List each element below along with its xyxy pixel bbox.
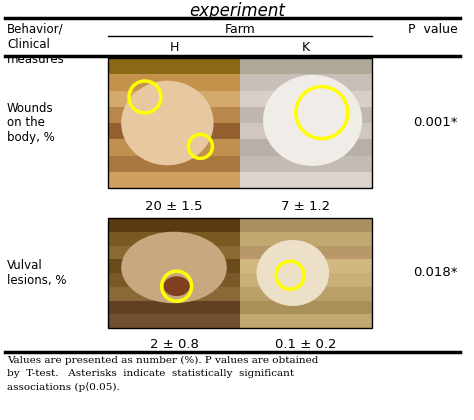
Bar bbox=[240, 123, 372, 139]
Bar bbox=[240, 314, 372, 328]
Bar bbox=[108, 232, 240, 246]
Bar bbox=[240, 58, 372, 74]
Bar bbox=[108, 90, 240, 107]
Ellipse shape bbox=[263, 75, 362, 166]
Text: 2 ± 0.8: 2 ± 0.8 bbox=[150, 338, 199, 351]
Text: associations (p⟨0.05).: associations (p⟨0.05). bbox=[7, 382, 120, 392]
Text: 0.001*: 0.001* bbox=[413, 116, 458, 129]
Text: Behavior/
Clinical
measures: Behavior/ Clinical measures bbox=[7, 23, 65, 66]
Bar bbox=[240, 259, 372, 273]
Text: Farm: Farm bbox=[225, 23, 255, 36]
Bar bbox=[108, 172, 240, 188]
Bar bbox=[240, 300, 372, 314]
Bar bbox=[240, 90, 372, 107]
Bar bbox=[240, 218, 372, 232]
Bar bbox=[108, 74, 240, 90]
Text: K: K bbox=[302, 41, 310, 54]
Bar bbox=[240, 107, 372, 123]
Text: 0.1 ± 0.2: 0.1 ± 0.2 bbox=[275, 338, 337, 351]
Text: 0.018*: 0.018* bbox=[413, 267, 458, 279]
Bar bbox=[240, 74, 372, 90]
Bar bbox=[240, 246, 372, 259]
Text: Vulval
lesions, %: Vulval lesions, % bbox=[7, 259, 66, 287]
Bar bbox=[108, 218, 240, 232]
Bar bbox=[108, 218, 372, 328]
Bar bbox=[108, 273, 240, 287]
Bar bbox=[108, 300, 240, 314]
Bar bbox=[240, 172, 372, 188]
Ellipse shape bbox=[164, 276, 190, 296]
Text: P  value: P value bbox=[408, 23, 458, 36]
Bar bbox=[240, 273, 372, 287]
Text: H: H bbox=[169, 41, 179, 54]
Bar bbox=[108, 314, 240, 328]
Text: Values are presented as number (%). P values are obtained: Values are presented as number (%). P va… bbox=[7, 356, 319, 365]
Bar bbox=[108, 259, 240, 273]
Bar bbox=[108, 139, 240, 155]
Text: Wounds
on the
body, %: Wounds on the body, % bbox=[7, 102, 55, 144]
Text: experiment: experiment bbox=[189, 2, 285, 20]
Text: 20 ± 1.5: 20 ± 1.5 bbox=[145, 200, 203, 213]
Bar bbox=[108, 58, 372, 188]
Ellipse shape bbox=[256, 240, 329, 306]
Bar bbox=[240, 287, 372, 300]
Bar bbox=[108, 246, 240, 259]
Bar bbox=[240, 155, 372, 172]
Bar bbox=[108, 155, 240, 172]
Bar bbox=[108, 58, 240, 74]
Text: by  T-test.   Asterisks  indicate  statistically  significant: by T-test. Asterisks indicate statistica… bbox=[7, 369, 294, 378]
Bar bbox=[240, 232, 372, 246]
Bar bbox=[108, 107, 240, 123]
Text: 7 ± 1.2: 7 ± 1.2 bbox=[282, 200, 330, 213]
Bar bbox=[108, 287, 240, 300]
Bar bbox=[108, 123, 240, 139]
Bar bbox=[240, 139, 372, 155]
Ellipse shape bbox=[121, 81, 214, 165]
Ellipse shape bbox=[121, 232, 227, 303]
